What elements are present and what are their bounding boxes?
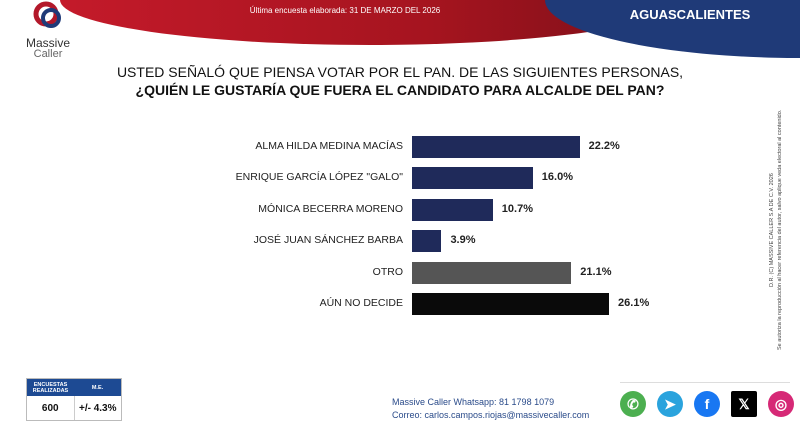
- contact-info: Massive Caller Whatsapp: 81 1798 1079 Co…: [392, 396, 589, 422]
- category-label: ALMA HILDA MEDINA MACÍAS: [255, 140, 403, 152]
- stats-surveys-value: 600: [27, 396, 75, 420]
- telegram-icon[interactable]: ➤: [657, 391, 683, 417]
- contact-email: Correo: carlos.campos.riojas@massivecall…: [392, 410, 590, 420]
- value-label: 21.1%: [580, 265, 612, 278]
- copyright-line2: Se autoriza la reproducción al hacer ref…: [777, 109, 783, 351]
- stats-header-surveys: ENCUESTAS REALIZADAS: [32, 381, 69, 394]
- survey-stats-table: ENCUESTAS REALIZADAS M.E. 600 +/- 4.3%: [26, 378, 122, 421]
- divider: [620, 382, 790, 383]
- question-line2: ¿QUIÉN LE GUSTARÍA QUE FUERA EL CANDIDAT…: [135, 82, 665, 98]
- bar: [412, 230, 442, 253]
- brand-line1: Massive: [25, 36, 70, 50]
- copyright-note: D.R. (C) MASSIVE CALLER S.A DE C.V. 2026…: [768, 80, 788, 380]
- category-label: AÚN NO DECIDE: [319, 297, 403, 309]
- instagram-icon[interactable]: ◎: [768, 391, 794, 417]
- whatsapp-icon[interactable]: ✆: [620, 391, 646, 417]
- category-label: JOSÉ JUAN SÁNCHEZ BARBA: [253, 234, 403, 247]
- stats-me-value: +/- 4.3%: [78, 402, 117, 414]
- bar: [412, 136, 580, 158]
- copyright-line1: D.R. (C) MASSIVE CALLER S.A DE C.V. 2026: [769, 173, 775, 287]
- value-label: 26.1%: [618, 297, 650, 309]
- value-label: 10.7%: [501, 202, 533, 215]
- stats-header-me: M.E.: [91, 384, 104, 391]
- bar: [412, 261, 572, 284]
- value-label: 3.9%: [450, 234, 476, 247]
- bar: [412, 167, 533, 190]
- category-label: ENRIQUE GARCÍA LÓPEZ "GALO": [235, 171, 403, 184]
- contact-whatsapp: Massive Caller Whatsapp: 81 1798 1079: [392, 397, 555, 407]
- bar: [412, 198, 493, 221]
- x-icon[interactable]: 𝕏: [731, 391, 757, 417]
- question-line1: USTED SEÑALÓ QUE PIENSA VOTAR POR EL PAN…: [116, 64, 684, 80]
- logo: Massive Caller: [18, 0, 78, 60]
- logo-icon: [33, 1, 61, 28]
- value-label: 22.2%: [588, 140, 620, 152]
- category-label: MÓNICA BECERRA MORENO: [258, 202, 403, 215]
- survey-date: Última encuesta elaborada: 31 DE MARZO D…: [249, 6, 441, 15]
- question-title: USTED SEÑALÓ QUE PIENSA VOTAR POR EL PAN…: [100, 63, 700, 99]
- facebook-icon[interactable]: f: [694, 391, 720, 417]
- region-title: AGUASCALIENTES: [629, 7, 751, 22]
- bar: [412, 293, 610, 315]
- value-label: 16.0%: [541, 171, 573, 184]
- category-label: OTRO: [372, 265, 403, 278]
- brand-line2: Caller: [33, 48, 63, 60]
